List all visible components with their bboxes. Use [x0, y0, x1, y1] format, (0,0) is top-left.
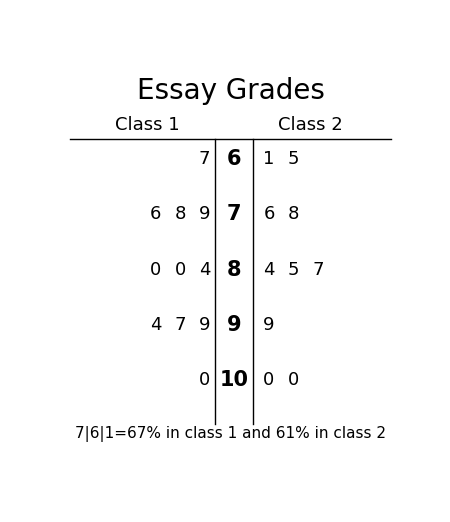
Text: 9: 9 [199, 316, 210, 334]
Text: 9: 9 [199, 205, 210, 223]
Text: 0: 0 [150, 260, 161, 279]
Text: 1: 1 [263, 150, 274, 168]
Text: 4: 4 [150, 316, 162, 334]
Text: 8: 8 [227, 259, 241, 280]
Text: 0: 0 [263, 371, 274, 389]
Text: 7: 7 [227, 205, 241, 224]
Text: 7: 7 [174, 316, 186, 334]
Text: 5: 5 [288, 150, 299, 168]
Text: 0: 0 [288, 371, 299, 389]
Text: 4: 4 [199, 260, 210, 279]
Text: 6: 6 [150, 205, 162, 223]
Text: 7: 7 [312, 260, 324, 279]
Text: 4: 4 [263, 260, 275, 279]
Text: 7|6|1=67% in class 1 and 61% in class 2: 7|6|1=67% in class 1 and 61% in class 2 [75, 426, 386, 443]
Text: 9: 9 [263, 316, 275, 334]
Text: 10: 10 [220, 370, 248, 390]
Text: Class 2: Class 2 [279, 116, 343, 134]
Text: Essay Grades: Essay Grades [137, 77, 324, 105]
Text: 8: 8 [174, 205, 186, 223]
Text: 0: 0 [199, 371, 210, 389]
Text: 6: 6 [263, 205, 274, 223]
Text: 5: 5 [288, 260, 299, 279]
Text: 0: 0 [175, 260, 186, 279]
Text: Class 1: Class 1 [115, 116, 179, 134]
Text: 8: 8 [288, 205, 299, 223]
Text: 7: 7 [199, 150, 210, 168]
Text: 6: 6 [227, 149, 241, 169]
Text: 9: 9 [227, 315, 241, 335]
